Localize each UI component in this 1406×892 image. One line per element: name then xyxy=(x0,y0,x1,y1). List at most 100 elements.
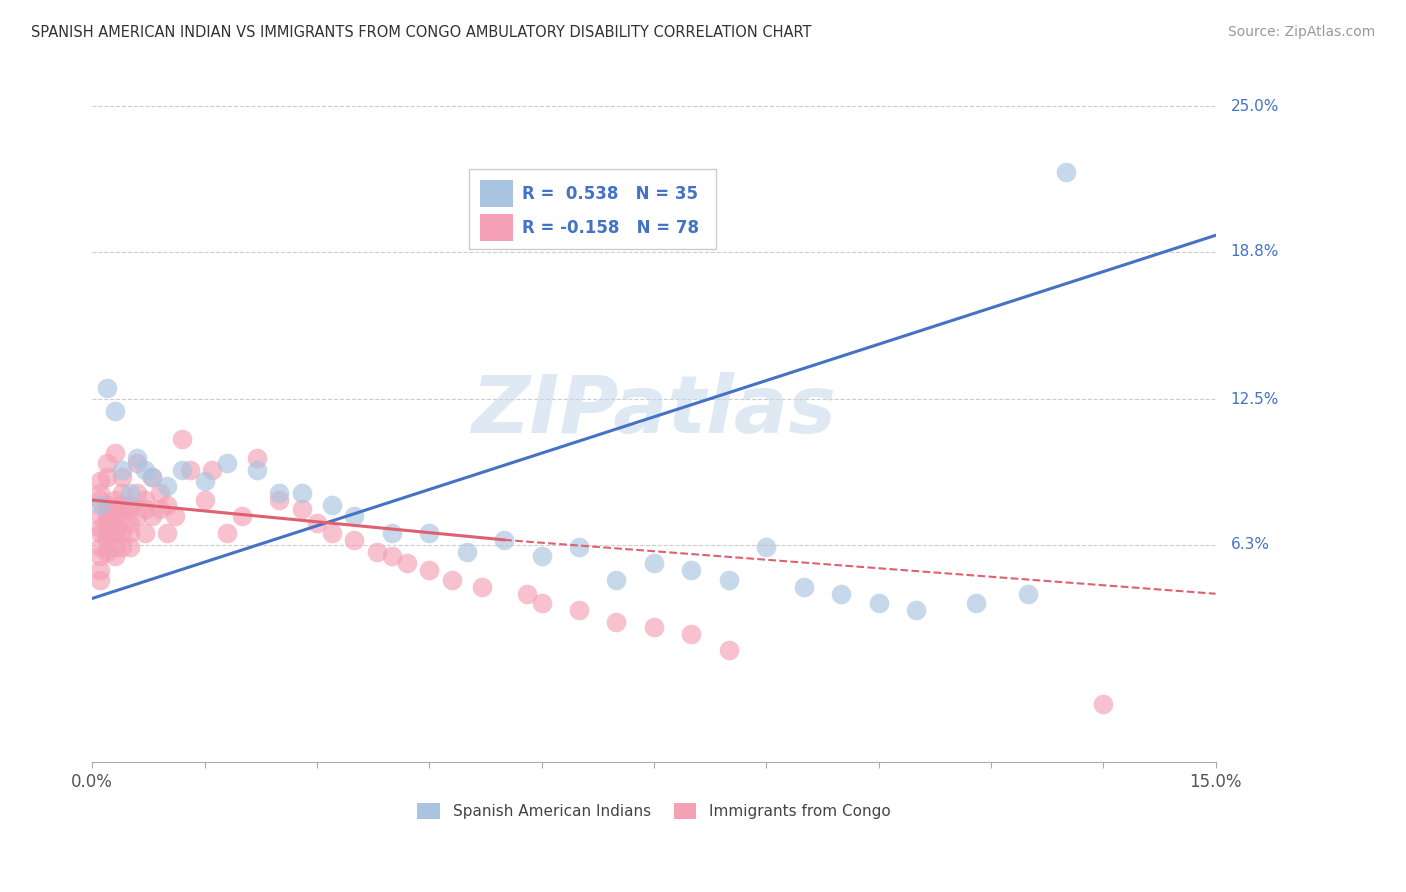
Point xyxy=(127,456,149,470)
Point xyxy=(717,573,740,587)
Point xyxy=(127,450,149,465)
Point xyxy=(321,525,343,540)
Point xyxy=(96,498,118,512)
Point xyxy=(104,549,127,564)
FancyBboxPatch shape xyxy=(468,169,716,250)
Point xyxy=(96,533,118,547)
Point xyxy=(1017,587,1039,601)
Point xyxy=(530,549,553,564)
Text: R = -0.158   N = 78: R = -0.158 N = 78 xyxy=(523,219,699,236)
Point xyxy=(141,469,163,483)
Point xyxy=(118,486,141,500)
Point xyxy=(89,525,111,540)
Point xyxy=(568,603,591,617)
Point xyxy=(215,456,238,470)
Text: 25.0%: 25.0% xyxy=(1230,99,1279,114)
Point xyxy=(156,479,179,493)
Point xyxy=(418,563,440,577)
Point xyxy=(1054,165,1077,179)
Point xyxy=(291,502,314,516)
Point xyxy=(89,563,111,577)
Point xyxy=(134,525,156,540)
Point xyxy=(868,596,890,610)
Point xyxy=(793,580,815,594)
Point xyxy=(118,502,141,516)
Point xyxy=(643,619,665,633)
Point xyxy=(104,404,127,418)
Point xyxy=(193,475,215,489)
Point xyxy=(134,502,156,516)
Point xyxy=(89,549,111,564)
Point xyxy=(179,462,201,476)
Point xyxy=(201,462,224,476)
Point xyxy=(246,450,269,465)
Point xyxy=(89,475,111,489)
Point xyxy=(418,525,440,540)
Point xyxy=(134,493,156,508)
Point xyxy=(193,493,215,508)
Point xyxy=(170,462,193,476)
Point xyxy=(89,486,111,500)
Point xyxy=(305,516,328,531)
Point xyxy=(530,596,553,610)
Point xyxy=(440,573,463,587)
Point xyxy=(111,486,134,500)
Point xyxy=(1092,697,1115,711)
Point xyxy=(104,493,127,508)
Point xyxy=(111,469,134,483)
Point xyxy=(96,456,118,470)
Text: 6.3%: 6.3% xyxy=(1230,537,1270,552)
Point xyxy=(118,525,141,540)
Point xyxy=(366,544,388,558)
Point xyxy=(96,381,118,395)
Point xyxy=(141,469,163,483)
Point xyxy=(118,498,141,512)
Point xyxy=(343,533,366,547)
Point xyxy=(381,549,404,564)
Point xyxy=(163,509,186,524)
Point xyxy=(681,626,703,640)
Point xyxy=(149,486,172,500)
Point xyxy=(681,563,703,577)
Text: SPANISH AMERICAN INDIAN VS IMMIGRANTS FROM CONGO AMBULATORY DISABILITY CORRELATI: SPANISH AMERICAN INDIAN VS IMMIGRANTS FR… xyxy=(31,25,811,40)
Point xyxy=(269,493,291,508)
Text: 18.8%: 18.8% xyxy=(1230,244,1279,260)
Point xyxy=(717,643,740,657)
Point xyxy=(456,544,478,558)
Point xyxy=(89,521,111,535)
Point xyxy=(104,502,127,516)
Point xyxy=(830,587,852,601)
Point xyxy=(494,533,516,547)
Text: 12.5%: 12.5% xyxy=(1230,392,1279,407)
Point xyxy=(127,486,149,500)
Point xyxy=(291,486,314,500)
Point xyxy=(149,502,172,516)
Point xyxy=(170,432,193,446)
Point xyxy=(231,509,253,524)
Point xyxy=(111,498,134,512)
Point xyxy=(755,540,778,554)
FancyBboxPatch shape xyxy=(479,214,513,241)
Point xyxy=(89,540,111,554)
Point xyxy=(111,509,134,524)
Text: ZIPatlas: ZIPatlas xyxy=(471,372,837,450)
Point xyxy=(111,540,134,554)
Point xyxy=(104,509,127,524)
Text: Source: ZipAtlas.com: Source: ZipAtlas.com xyxy=(1227,25,1375,39)
Point xyxy=(395,557,418,571)
Point xyxy=(605,615,627,629)
Point xyxy=(96,525,118,540)
Point xyxy=(89,509,111,524)
Point xyxy=(965,596,987,610)
Point xyxy=(118,516,141,531)
Point xyxy=(111,462,134,476)
Point xyxy=(104,521,127,535)
Point xyxy=(905,603,928,617)
Point xyxy=(96,544,118,558)
Point xyxy=(89,498,111,512)
Point xyxy=(104,540,127,554)
Point xyxy=(156,498,179,512)
Point xyxy=(96,502,118,516)
Point xyxy=(321,498,343,512)
Point xyxy=(118,540,141,554)
